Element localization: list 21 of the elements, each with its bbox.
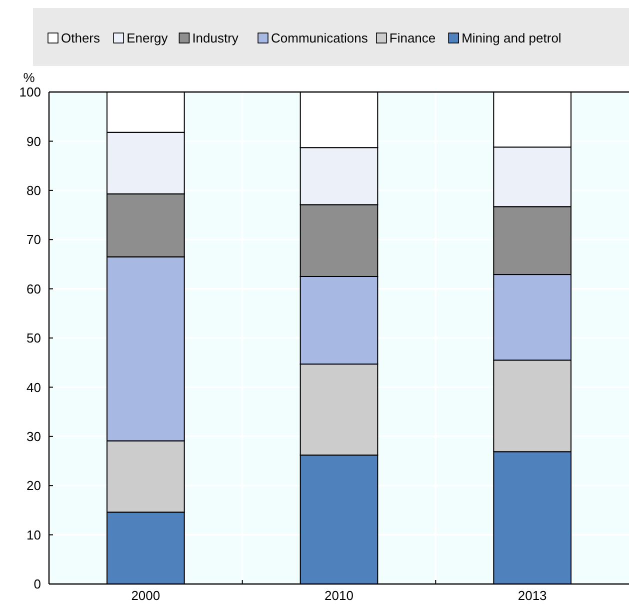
y-tick-label: 90 <box>26 134 41 149</box>
x-tick-label: 2013 <box>518 588 547 603</box>
y-tick-label: 30 <box>26 428 41 444</box>
x-tick-label: 2010 <box>324 588 354 603</box>
x-tick-label: 2000 <box>131 588 160 603</box>
legend-label: Energy <box>126 30 168 46</box>
y-axis-title: % <box>23 70 36 85</box>
legend-label: Finance <box>389 30 436 46</box>
y-tick-label: 10 <box>26 527 41 542</box>
y-tick-label: 20 <box>26 478 41 494</box>
legend-label: Industry <box>192 30 239 46</box>
y-tick-label: 60 <box>26 281 41 296</box>
y-tick-label: 40 <box>26 380 41 395</box>
y-tick-label: 100 <box>19 84 41 100</box>
legend-label: Mining and petrol <box>462 30 562 46</box>
legend-label: Communications <box>271 30 368 46</box>
legend-label: Others <box>61 30 101 46</box>
y-tick-label: 70 <box>26 232 41 248</box>
y-tick-label: 50 <box>26 330 41 346</box>
y-tick-label: 0 <box>34 576 41 592</box>
y-tick-label: 80 <box>26 182 41 198</box>
